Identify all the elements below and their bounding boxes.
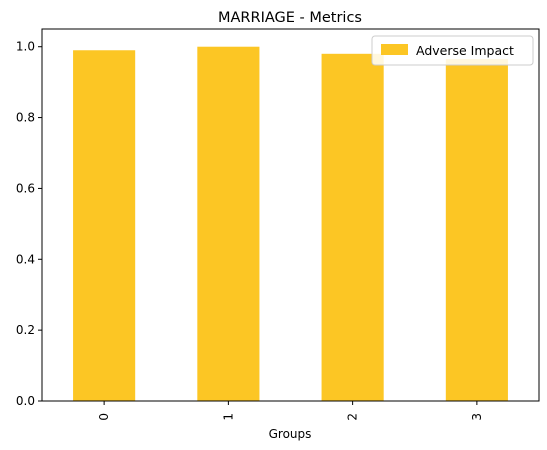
x-tick-label: 0 [97, 413, 111, 421]
y-tick-label: 0.4 [16, 252, 35, 266]
bars-group [73, 46, 508, 402]
x-tick-label: 3 [470, 413, 484, 421]
legend-entry: Adverse Impact [416, 43, 514, 58]
legend-box [371, 35, 534, 66]
y-axis: 0.0 0.2 0.4 0.6 0.8 1.0 [16, 40, 42, 408]
bar-3 [445, 59, 508, 401]
y-tick-label: 0.0 [16, 394, 35, 408]
x-tick-label: 2 [346, 413, 360, 421]
y-tick-label: 0.8 [16, 111, 35, 125]
legend-swatch [381, 44, 408, 55]
y-tick-label: 0.2 [16, 323, 35, 337]
y-tick-label: 0.6 [16, 181, 35, 195]
y-tick-label: 1.0 [16, 40, 35, 54]
bar-1 [197, 46, 260, 401]
plot-frame [41, 28, 540, 402]
bar-0 [73, 50, 136, 401]
legend: Adverse Impact [371, 35, 534, 66]
x-axis-label: Groups [269, 427, 312, 441]
x-axis: 0 1 2 3 [97, 401, 484, 421]
x-tick-label: 1 [221, 413, 235, 421]
chart-title: MARRIAGE - Metrics [218, 10, 362, 26]
bar-2 [321, 53, 384, 402]
